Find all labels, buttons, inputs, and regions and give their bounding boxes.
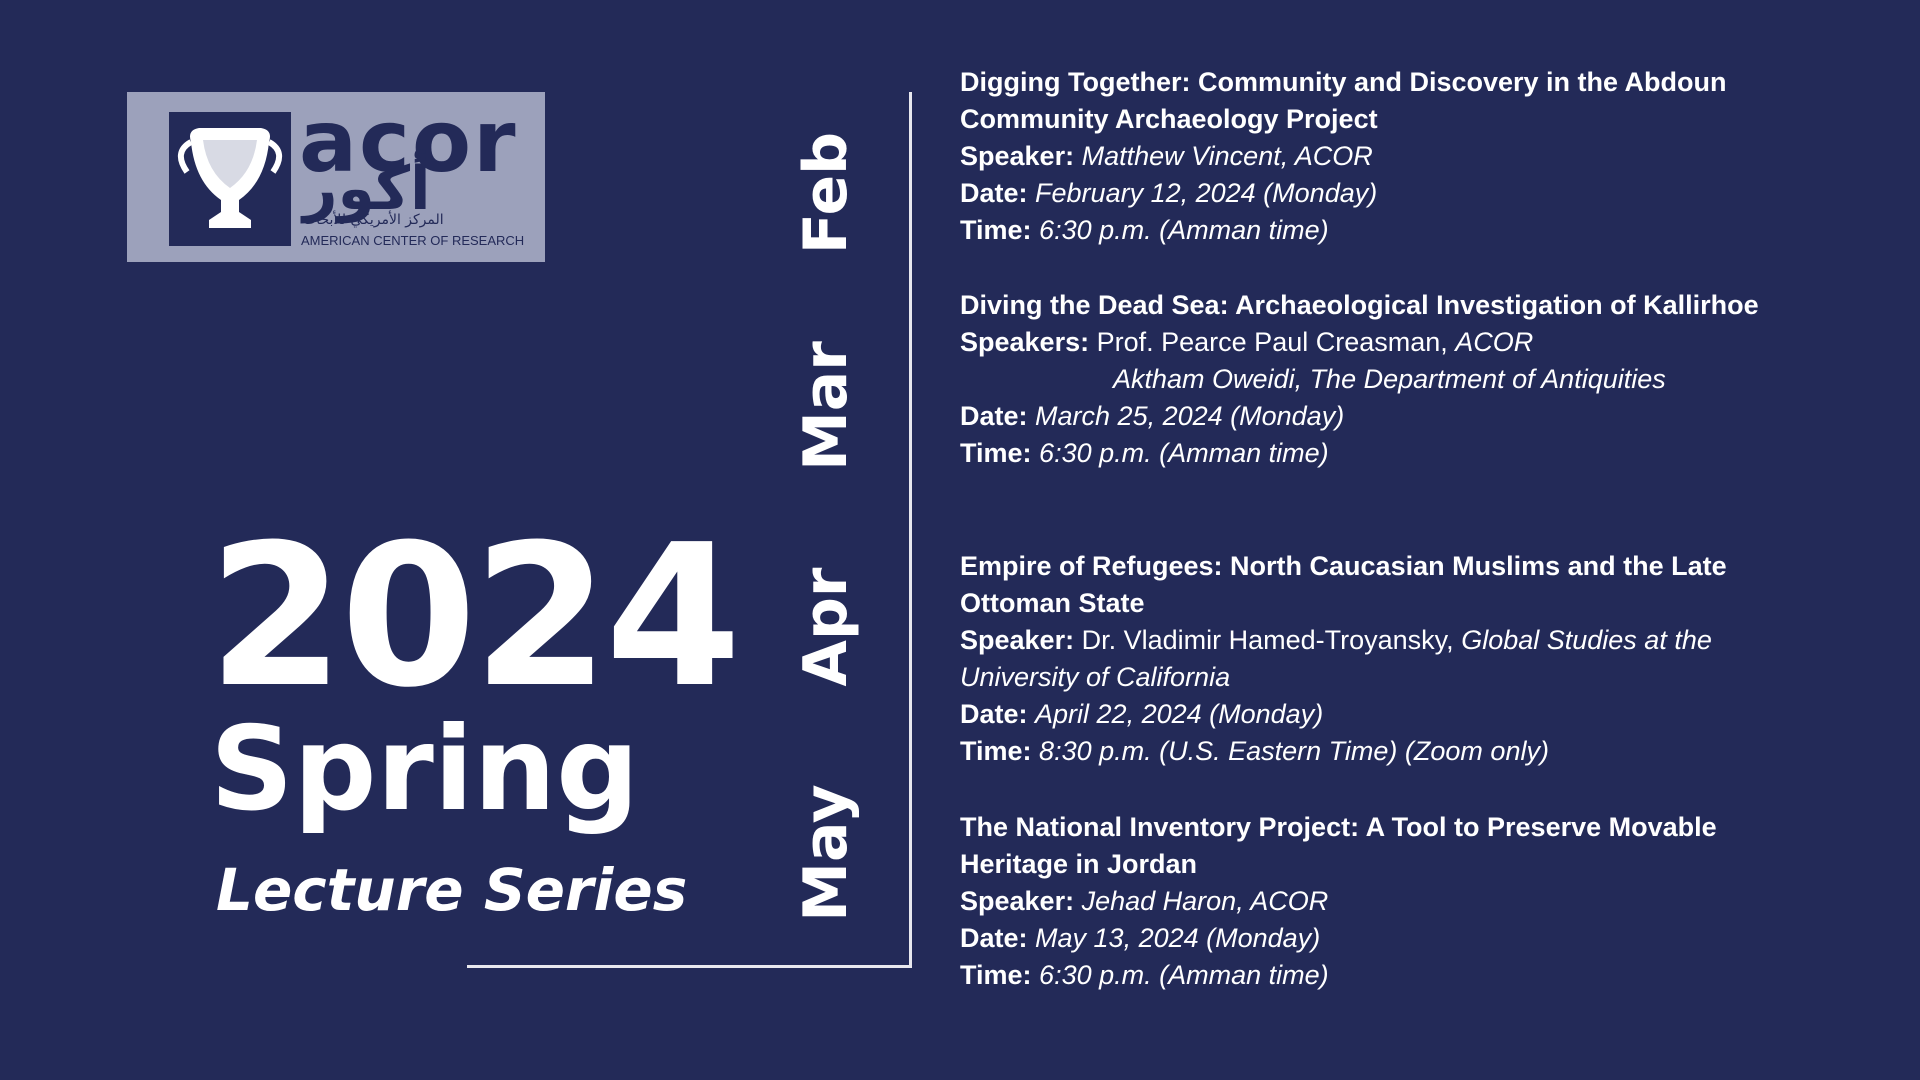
logo-emblem	[169, 112, 291, 246]
subtitle: Lecture Series	[216, 856, 688, 924]
lecture-title: Empire of Refugees: North Caucasian Musl…	[960, 551, 1727, 618]
speaker-text: Dr. Vladimir Hamed-Troyansky,	[1081, 625, 1454, 655]
date-line: Date: May 13, 2024 (Monday)	[960, 920, 1760, 957]
speaker-label: Speaker:	[960, 625, 1075, 655]
date-label: Date:	[960, 923, 1028, 953]
lecture: Diving the Dead Sea: Archaeological Inve…	[960, 287, 1760, 472]
speaker-line: Speaker: Matthew Vincent, ACOR	[960, 138, 1760, 175]
speaker-text: Matthew Vincent, ACOR	[1081, 141, 1373, 171]
speaker-text: Jehad Haron, ACOR	[1081, 886, 1329, 916]
time-value: 6:30 p.m. (Amman time)	[1039, 438, 1329, 468]
time-line: Time: 6:30 p.m. (Amman time)	[960, 957, 1760, 994]
time-label: Time:	[960, 736, 1032, 766]
logo-latin: acor	[299, 92, 518, 192]
time-label: Time:	[960, 215, 1032, 245]
date-label: Date:	[960, 401, 1028, 431]
lecture: The National Inventory Project: A Tool t…	[960, 809, 1760, 994]
vase-icon	[178, 128, 282, 228]
time-line: Time: 8:30 p.m. (U.S. Eastern Time) (Zoo…	[960, 733, 1760, 770]
month-label: Apr	[791, 567, 861, 687]
month-label: Mar	[791, 341, 861, 471]
speaker-line: Speaker: Dr. Vladimir Hamed-Troyansky, G…	[960, 622, 1760, 696]
lecture-title: The National Inventory Project: A Tool t…	[960, 812, 1717, 879]
speaker-line: Speaker: Jehad Haron, ACOR	[960, 883, 1760, 920]
date-value: April 22, 2024 (Monday)	[1035, 699, 1324, 729]
date-line: Date: April 22, 2024 (Monday)	[960, 696, 1760, 733]
date-label: Date:	[960, 699, 1028, 729]
speaker-text: Aktham Oweidi, The Department of Antiqui…	[1113, 364, 1666, 394]
date-value: March 25, 2024 (Monday)	[1035, 401, 1345, 431]
time-label: Time:	[960, 960, 1032, 990]
time-line: Time: 6:30 p.m. (Amman time)	[960, 435, 1760, 472]
time-value: 6:30 p.m. (Amman time)	[1039, 960, 1329, 990]
speaker-label: Speaker:	[960, 886, 1075, 916]
year: 2024	[208, 503, 742, 731]
speaker-label: Speakers:	[960, 327, 1090, 357]
logo: acor أكور المركز الأمريكي للأبحاث AMERIC…	[127, 92, 545, 262]
date-line: Date: February 12, 2024 (Monday)	[960, 175, 1760, 212]
speaker-text: Prof. Pearce Paul Creasman,	[1096, 327, 1448, 357]
month-label: Feb	[791, 131, 861, 255]
season: Spring	[210, 702, 640, 837]
time-line: Time: 6:30 p.m. (Amman time)	[960, 212, 1760, 249]
date-label: Date:	[960, 178, 1028, 208]
date-line: Date: March 25, 2024 (Monday)	[960, 398, 1760, 435]
speaker-line: Speakers: Prof. Pearce Paul Creasman, AC…	[960, 324, 1760, 361]
speaker-label: Speaker:	[960, 141, 1075, 171]
speaker-line: Aktham Oweidi, The Department of Antiqui…	[960, 361, 1760, 398]
logo-english: AMERICAN CENTER OF RESEARCH	[301, 233, 525, 248]
month-label: May	[791, 784, 861, 922]
lecture: Digging Together: Community and Discover…	[960, 64, 1760, 249]
divider-horizontal	[467, 965, 912, 968]
time-value: 6:30 p.m. (Amman time)	[1039, 215, 1329, 245]
lecture-title: Digging Together: Community and Discover…	[960, 67, 1727, 134]
date-value: May 13, 2024 (Monday)	[1035, 923, 1321, 953]
speaker-text: ACOR	[1455, 327, 1534, 357]
logo-arabic: أكور	[303, 154, 431, 224]
divider-vertical	[909, 92, 912, 968]
lecture: Empire of Refugees: North Caucasian Musl…	[960, 548, 1760, 770]
logo-arabic-name: المركز الأمريكي للأبحاث	[303, 212, 444, 228]
speaker-text: Global Studies at the University of Cali…	[960, 625, 1712, 692]
lecture-title: Diving the Dead Sea: Archaeological Inve…	[960, 290, 1759, 320]
time-label: Time:	[960, 438, 1032, 468]
time-value: 8:30 p.m. (U.S. Eastern Time) (Zoom only…	[1039, 736, 1549, 766]
date-value: February 12, 2024 (Monday)	[1035, 178, 1378, 208]
